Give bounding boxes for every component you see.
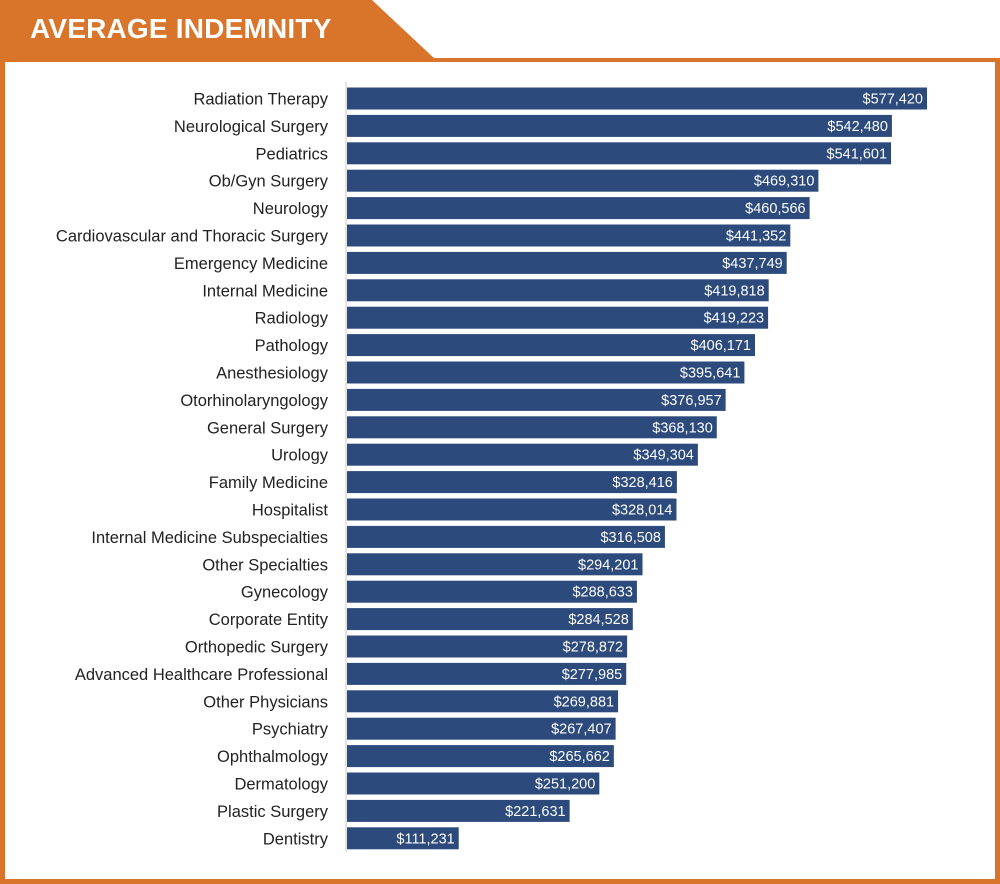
- category-label: Neurology: [253, 200, 329, 218]
- category-label: Psychiatry: [252, 721, 329, 739]
- bar-value-label: $284,528: [568, 612, 628, 628]
- category-label: Emergency Medicine: [174, 255, 328, 273]
- bar: [347, 88, 927, 110]
- category-label: Gynecology: [241, 584, 329, 602]
- bar-value-label: $328,014: [612, 503, 672, 519]
- bar-value-label: $368,130: [652, 420, 712, 436]
- bar-value-label: $577,420: [863, 92, 923, 108]
- category-label: Ob/Gyn Surgery: [209, 173, 329, 191]
- bar-value-label: $328,416: [612, 475, 672, 491]
- bar: [347, 170, 818, 192]
- category-label: Radiation Therapy: [193, 91, 328, 109]
- bar-value-label: $395,641: [680, 366, 740, 382]
- bar-value-label: $349,304: [633, 448, 693, 464]
- bar-value-label: $542,480: [827, 119, 887, 135]
- category-label: Family Medicine: [209, 474, 328, 492]
- category-label: Hospitalist: [252, 502, 329, 520]
- category-label: Urology: [271, 447, 329, 465]
- bar: [347, 252, 787, 274]
- category-label: Internal Medicine Subspecialties: [91, 529, 328, 547]
- bar-value-label: $265,662: [549, 749, 609, 765]
- category-label: Orthopedic Surgery: [185, 639, 329, 657]
- bar-value-label: $316,508: [600, 530, 660, 546]
- bar-value-label: $419,818: [704, 283, 764, 299]
- category-label: Pathology: [255, 337, 329, 355]
- bar: [347, 142, 891, 164]
- bar-value-label: $294,201: [578, 557, 638, 573]
- category-label: Cardiovascular and Thoracic Surgery: [56, 228, 329, 246]
- category-label: Radiology: [255, 310, 329, 328]
- category-label: Corporate Entity: [209, 611, 329, 629]
- category-label: Otorhinolaryngology: [180, 392, 328, 410]
- bar: [347, 115, 892, 137]
- bar-value-label: $269,881: [554, 694, 614, 710]
- category-label: Neurological Surgery: [174, 118, 329, 136]
- category-label: Dentistry: [263, 830, 329, 848]
- bar-value-label: $460,566: [745, 201, 805, 217]
- bar-value-label: $277,985: [562, 667, 622, 683]
- bar-value-label: $469,310: [754, 174, 814, 190]
- bar-value-label: $288,633: [572, 585, 632, 601]
- bar-value-label: $278,872: [563, 640, 623, 656]
- bar-value-label: $251,200: [535, 777, 595, 793]
- bar-value-label: $267,407: [551, 722, 611, 738]
- category-label: General Surgery: [207, 419, 329, 437]
- category-label: Advanced Healthcare Professional: [75, 666, 328, 684]
- bar-value-label: $541,601: [827, 146, 887, 162]
- category-label: Other Physicians: [203, 693, 328, 711]
- bar-value-label: $111,231: [396, 831, 454, 847]
- category-label: Ophthalmology: [217, 748, 329, 766]
- bar-value-label: $441,352: [726, 229, 786, 245]
- bar-value-label: $376,957: [661, 393, 721, 409]
- category-label: Other Specialties: [202, 556, 328, 574]
- category-label: Dermatology: [234, 776, 328, 794]
- bar-value-label: $406,171: [691, 338, 751, 354]
- category-label: Internal Medicine: [202, 282, 328, 300]
- category-label: Pediatrics: [256, 145, 328, 163]
- bar: [347, 225, 790, 247]
- category-label: Plastic Surgery: [217, 803, 329, 821]
- bar-value-label: $419,223: [704, 311, 764, 327]
- category-label: Anesthesiology: [216, 365, 329, 383]
- bar-value-label: $437,749: [722, 256, 782, 272]
- bar: [347, 197, 810, 219]
- bar-value-label: $221,631: [505, 804, 565, 820]
